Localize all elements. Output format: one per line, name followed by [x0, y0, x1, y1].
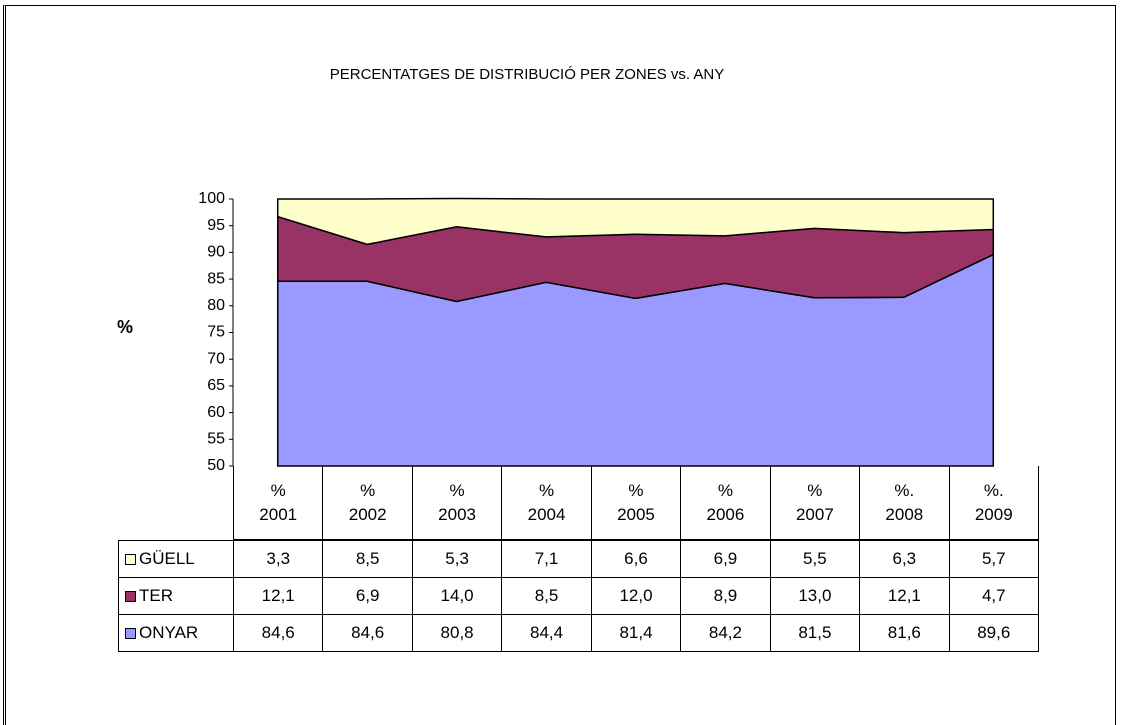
column-header: % 2004 — [501, 466, 592, 540]
table-value: 81,5 — [769, 614, 861, 652]
table-value: 8,5 — [322, 540, 413, 578]
table-value: 8,5 — [501, 577, 592, 615]
table-value: 12,1 — [859, 577, 950, 615]
table-value: 6,3 — [859, 540, 950, 578]
table-value: 14,0 — [411, 577, 503, 615]
column-header: % 2001 — [233, 466, 324, 540]
legend-entry: GÜELL — [118, 540, 234, 578]
column-header: % 2006 — [680, 466, 771, 540]
legend-entry: TER — [118, 577, 234, 615]
chart-title: PERCENTATGES DE DISTRIBUCIÓ PER ZONES vs… — [330, 66, 725, 83]
y-tick-label: 100 — [198, 190, 225, 207]
table-value: 12,0 — [590, 577, 682, 615]
table-value: 84,6 — [322, 614, 413, 652]
table-value: 13,0 — [769, 577, 861, 615]
legend-label: TER — [139, 586, 173, 605]
table-value: 84,4 — [501, 614, 592, 652]
table-value: 5,7 — [948, 540, 1039, 578]
table-value: 7,1 — [501, 540, 592, 578]
column-header: % 2002 — [322, 466, 413, 540]
table-value: 80,8 — [411, 614, 503, 652]
table-value: 3,3 — [233, 540, 324, 578]
y-tick-label: 70 — [207, 350, 225, 367]
y-tick-label: 50 — [207, 457, 225, 474]
table-value: 8,9 — [680, 577, 771, 615]
table-value: 81,4 — [590, 614, 682, 652]
y-tick-label: 90 — [207, 244, 225, 261]
table-value: 12,1 — [233, 577, 324, 615]
table-value: 6,9 — [322, 577, 413, 615]
legend-swatch — [125, 590, 136, 602]
y-tick-label: 95 — [207, 217, 225, 234]
area — [276, 197, 995, 246]
legend-entry: ONYAR — [118, 614, 234, 652]
table-value: 4,7 — [948, 577, 1039, 615]
legend-label: GÜELL — [139, 549, 195, 568]
column-header: % 2003 — [411, 466, 503, 540]
table-value: 81,6 — [859, 614, 950, 652]
column-header: % 2005 — [590, 466, 682, 540]
y-tick-label: 55 — [207, 431, 225, 448]
table-value: 84,6 — [233, 614, 324, 652]
column-header: %. 2009 — [948, 466, 1039, 540]
table-value: 5,5 — [769, 540, 861, 578]
y-tick-label: 85 — [207, 270, 225, 287]
y-tick-label: 80 — [207, 297, 225, 314]
column-header: %. 2008 — [859, 466, 950, 540]
y-tick-label: 65 — [207, 377, 225, 394]
y-tick-label: 75 — [207, 324, 225, 341]
frame — [3, 5, 1116, 725]
table-value: 6,6 — [590, 540, 682, 578]
column-header: % 2007 — [769, 466, 861, 540]
table-value: 5,3 — [411, 540, 503, 578]
table-value: 89,6 — [948, 614, 1039, 652]
table-value: 84,2 — [680, 614, 771, 652]
legend-label: ONYAR — [139, 623, 199, 642]
y-axis-label: % — [117, 317, 133, 337]
legend-swatch — [125, 553, 136, 565]
table-value: 6,9 — [680, 540, 771, 578]
legend-swatch — [125, 627, 136, 639]
y-tick-label: 60 — [207, 404, 225, 421]
